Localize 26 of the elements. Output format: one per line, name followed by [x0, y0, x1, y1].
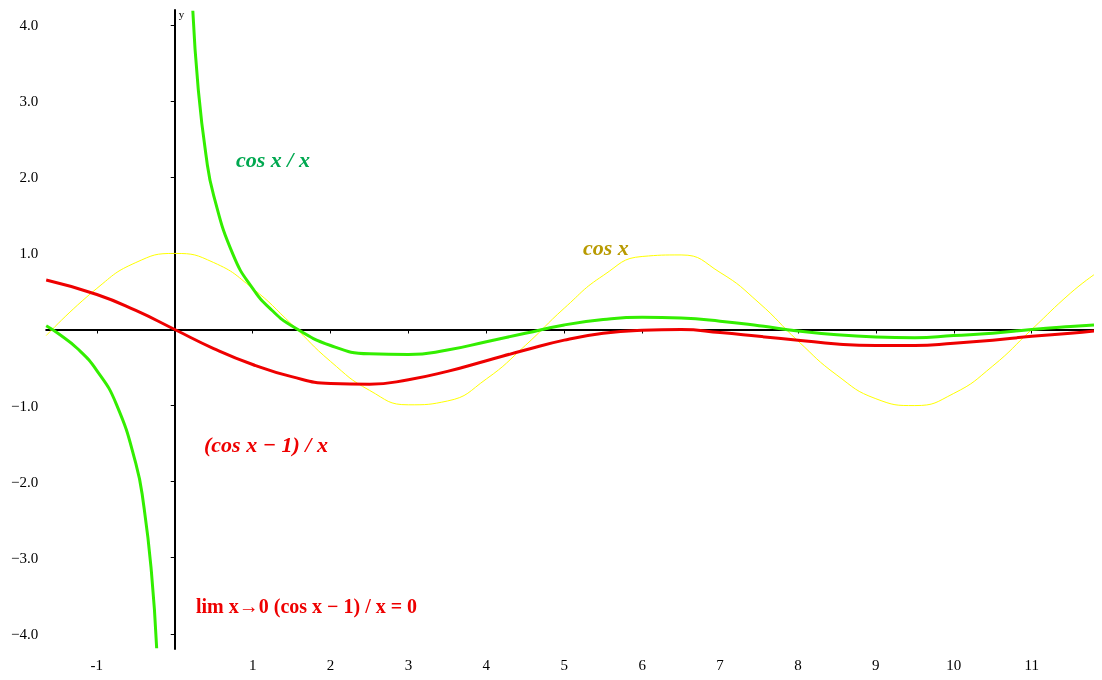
text: (cos x − 1) / x — [204, 431, 328, 457]
y-tick-label: −2.0 — [10, 473, 39, 490]
x-tick-label: 2 — [326, 656, 335, 673]
x-tick-label: 11 — [1024, 656, 1039, 673]
y-tick-label: 2.0 — [19, 169, 39, 186]
y-tick-label: 1.0 — [19, 245, 39, 262]
line-series — [44, 278, 1094, 386]
y-axis-title: y — [178, 7, 185, 20]
x-tick-label: 7 — [716, 656, 725, 673]
y-tick-label: −3.0 — [10, 549, 39, 566]
y-tick-label: 4.0 — [19, 17, 39, 34]
x-tick-label: 10 — [946, 656, 962, 673]
series-label: cos x — [583, 234, 629, 260]
annotation: lim x→0 (cos x − 1) / x = 0 — [196, 595, 418, 618]
x-tick-label: 1 — [248, 656, 257, 673]
x-tick-label: 5 — [560, 656, 569, 673]
x-tick-label: 8 — [794, 656, 802, 673]
y-tick-label: 3.0 — [19, 93, 39, 110]
y-tick-label: −1.0 — [10, 397, 39, 414]
x-tick-label: 4 — [482, 656, 491, 673]
y-tick-label: −4.0 — [10, 625, 39, 642]
x-tick-label: 6 — [638, 656, 647, 673]
series-label: cos x / x — [236, 146, 310, 172]
x-tick-label: 9 — [872, 656, 880, 673]
x-tick-label: -1 — [90, 656, 104, 673]
x-tick-label: 3 — [404, 656, 413, 673]
